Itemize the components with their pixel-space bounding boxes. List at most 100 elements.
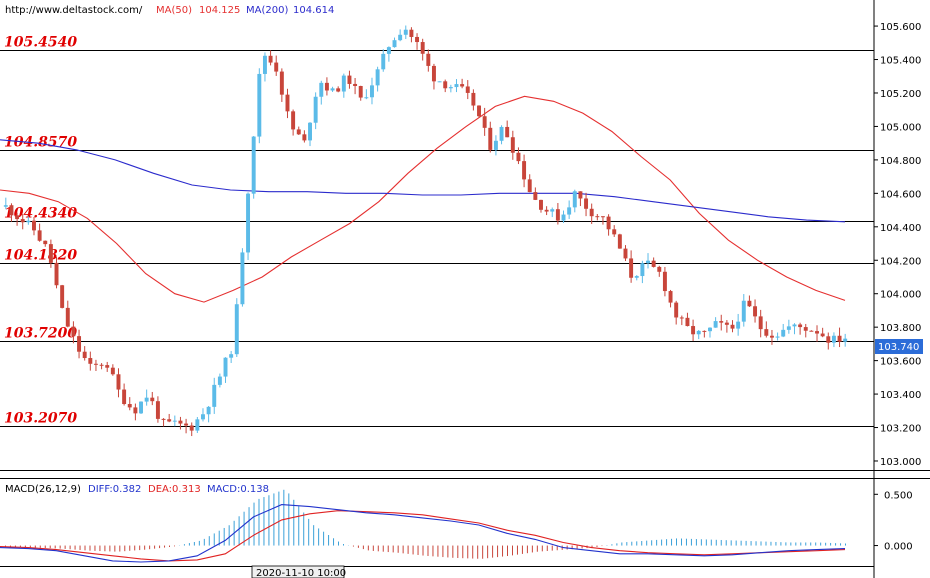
candle: [353, 77, 358, 95]
candle: [702, 330, 707, 338]
candle: [764, 321, 769, 338]
candle: [37, 223, 42, 242]
candle: [550, 207, 555, 218]
time-label: 2020-11-10 10:00: [256, 568, 346, 578]
candle: [65, 300, 70, 328]
price-tick-label: 105.600: [880, 22, 921, 33]
candle-body: [302, 134, 307, 141]
candle-body: [358, 86, 363, 98]
level-label-0: 105.4540: [4, 35, 77, 51]
candle-body: [189, 425, 194, 431]
candle-body: [747, 300, 752, 307]
candle-body: [431, 65, 436, 82]
candle-body: [651, 260, 656, 267]
candle: [522, 154, 527, 188]
candle: [105, 361, 110, 372]
candle: [189, 422, 194, 437]
candle: [246, 192, 251, 260]
candle-body: [32, 220, 36, 231]
candle: [634, 275, 639, 281]
candle: [9, 203, 14, 222]
ma200-line: [0, 139, 846, 223]
candle-body: [724, 322, 729, 325]
candle: [505, 120, 510, 138]
candle-body: [460, 84, 465, 87]
candle: [223, 357, 228, 383]
candle-body: [550, 209, 555, 212]
candle-body: [155, 401, 160, 419]
candle: [482, 107, 487, 136]
candle-body: [499, 126, 504, 141]
candle-body: [285, 94, 290, 112]
macd-tick-label: 0.500: [884, 490, 913, 501]
candle-body: [206, 406, 211, 415]
candle: [43, 240, 48, 247]
candle: [477, 105, 481, 118]
candle-body: [262, 55, 267, 74]
candle-body: [341, 75, 346, 92]
candle: [747, 295, 752, 307]
candle-body: [510, 137, 515, 153]
candle: [674, 300, 679, 325]
candle-body: [313, 96, 318, 123]
candle-body: [82, 351, 87, 359]
candle: [99, 363, 104, 370]
candle: [285, 88, 290, 119]
candle-body: [370, 85, 374, 98]
candle: [724, 320, 729, 333]
candle-body: [527, 179, 532, 193]
price-tick-label: 104.800: [880, 156, 921, 167]
candle: [324, 77, 329, 96]
candle: [769, 329, 774, 345]
candle: [803, 323, 808, 338]
candle: [110, 364, 115, 376]
candle-body: [606, 216, 611, 230]
candle-body: [488, 127, 493, 150]
source-url: http://www.deltastock.com/: [5, 5, 143, 16]
candle-body: [578, 191, 583, 199]
candle-body: [336, 88, 341, 92]
candle-body: [775, 336, 780, 338]
candle: [815, 325, 819, 342]
candle-body: [668, 291, 673, 303]
candle-body: [826, 336, 831, 343]
ma200-label: MA(200): [246, 5, 288, 16]
macd-dea-value: DEA:0.313: [148, 484, 201, 495]
candle: [679, 315, 684, 326]
candle: [161, 418, 166, 427]
candle-body: [730, 324, 735, 329]
candle: [150, 391, 155, 406]
candle: [54, 256, 59, 289]
candle-body: [60, 285, 65, 308]
candle: [330, 86, 335, 92]
price-tick-label: 103.600: [880, 357, 921, 368]
candle-body: [471, 92, 476, 106]
candle: [195, 416, 200, 433]
candle-body: [792, 324, 797, 327]
candle: [510, 130, 515, 160]
candle-body: [798, 324, 803, 328]
price-tick-label: 103.200: [880, 424, 921, 435]
candle: [172, 415, 177, 427]
candle-body: [257, 73, 262, 137]
candle-body: [88, 358, 93, 364]
candle-body: [696, 330, 701, 335]
candle: [454, 79, 459, 93]
candle: [116, 368, 121, 398]
candle: [719, 314, 724, 331]
candle: [127, 397, 132, 411]
candle: [431, 63, 436, 90]
candle-body: [403, 29, 408, 35]
candle: [629, 250, 634, 283]
candle-body: [409, 29, 414, 37]
candle: [184, 418, 189, 434]
candle: [640, 260, 645, 284]
candle: [837, 327, 842, 348]
candle-body: [296, 129, 301, 135]
candlesticks: [3, 25, 848, 437]
candle-body: [595, 216, 600, 218]
candle: [26, 216, 31, 225]
candle: [691, 319, 696, 342]
candle: [589, 203, 594, 225]
candle-body: [392, 40, 397, 48]
